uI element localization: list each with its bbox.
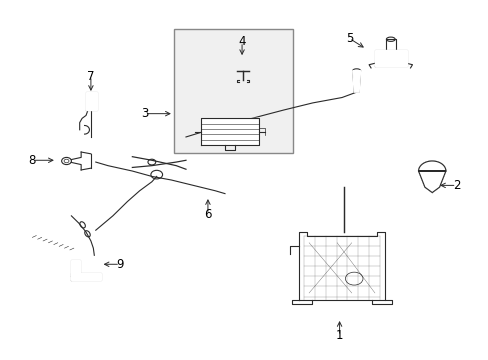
Text: 1: 1 <box>335 329 343 342</box>
Circle shape <box>61 157 71 165</box>
Text: 2: 2 <box>452 179 459 192</box>
Polygon shape <box>71 260 80 276</box>
Ellipse shape <box>352 69 360 72</box>
Polygon shape <box>352 71 360 92</box>
Bar <box>173 30 293 153</box>
Text: 6: 6 <box>204 208 211 221</box>
Circle shape <box>148 159 156 165</box>
Text: 9: 9 <box>116 258 123 271</box>
Text: 8: 8 <box>29 154 36 167</box>
Circle shape <box>151 170 162 179</box>
Polygon shape <box>200 118 259 145</box>
Polygon shape <box>86 92 97 110</box>
Polygon shape <box>71 273 101 279</box>
Polygon shape <box>418 161 445 193</box>
Text: 4: 4 <box>238 35 245 49</box>
Text: 3: 3 <box>141 107 148 120</box>
Ellipse shape <box>84 231 90 237</box>
Text: 5: 5 <box>345 32 352 45</box>
Text: 7: 7 <box>87 69 95 82</box>
Polygon shape <box>374 50 406 66</box>
Ellipse shape <box>80 222 85 228</box>
